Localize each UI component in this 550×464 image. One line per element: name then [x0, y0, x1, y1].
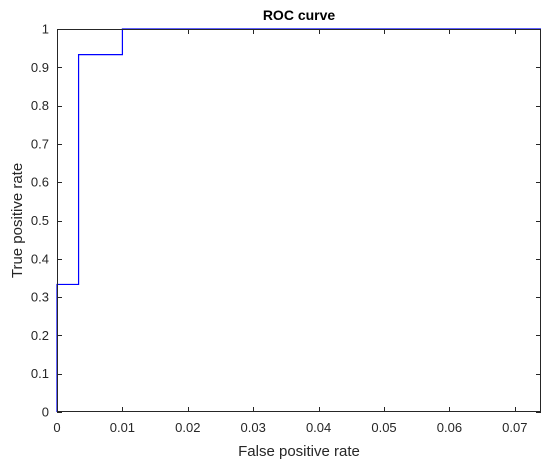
y-tick-label: 0	[42, 405, 49, 420]
y-axis-ticks: 0 0.1 0.2 0.3 0.4 0.5 0.6 0.7 0.8 0.9 1	[31, 22, 541, 420]
x-tick-label: 0.05	[371, 420, 396, 435]
y-tick-label: 0.4	[31, 251, 49, 266]
roc-curve-line	[56, 28, 541, 412]
y-tick-label: 0.7	[31, 136, 49, 151]
y-axis-label: True positive rate	[9, 163, 26, 278]
y-tick-label: 0.9	[31, 60, 49, 75]
x-tick-label: 0.01	[110, 420, 135, 435]
y-tick-label: 0.8	[31, 98, 49, 113]
x-tick-label: 0.04	[306, 420, 331, 435]
y-tick-label: 0.5	[31, 213, 49, 228]
y-tick-label: 0.1	[31, 366, 49, 381]
series-group	[56, 28, 541, 412]
y-tick-label: 0.6	[31, 175, 49, 190]
y-tick-label: 0.3	[31, 290, 49, 305]
y-tick-label: 0.2	[31, 328, 49, 343]
x-tick-label: 0	[53, 420, 60, 435]
plot-frame	[57, 29, 541, 412]
x-axis-label: False positive rate	[238, 443, 360, 460]
chart-title: ROC curve	[263, 7, 336, 23]
x-axis-ticks: 0 0.01 0.02 0.03 0.04 0.05 0.06 0.07	[53, 29, 527, 435]
x-tick-label: 0.06	[437, 420, 462, 435]
x-tick-label: 0.02	[175, 420, 200, 435]
x-tick-label: 0.07	[502, 420, 527, 435]
x-tick-label: 0.03	[241, 420, 266, 435]
y-tick-label: 1	[42, 22, 49, 37]
